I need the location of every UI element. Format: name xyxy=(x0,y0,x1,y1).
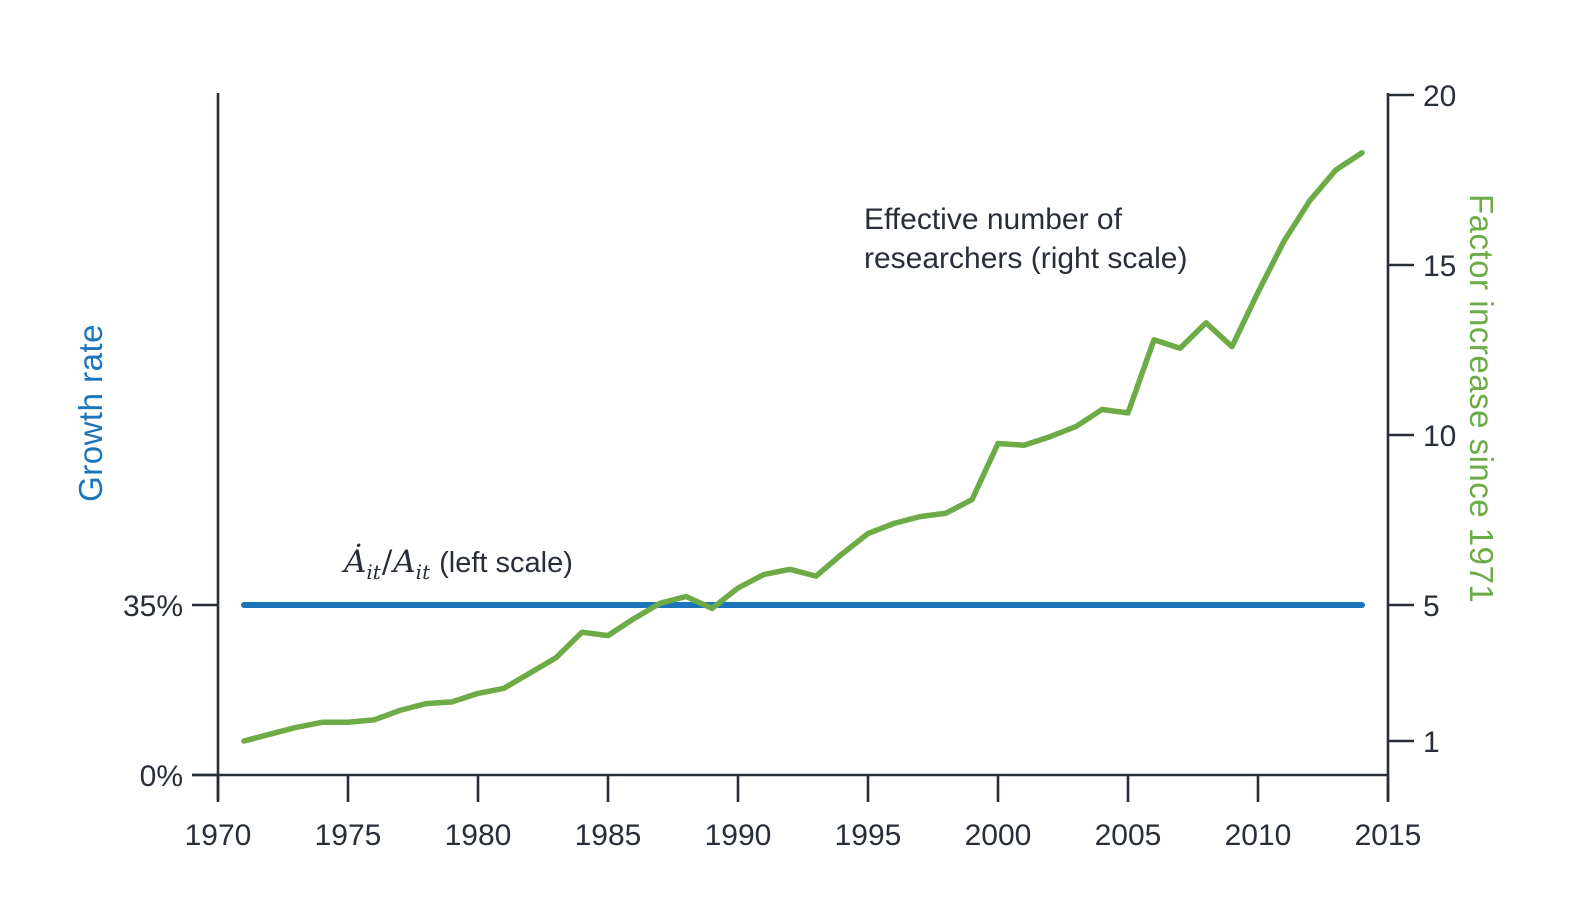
right-tick-label: 15 xyxy=(1423,250,1456,283)
right-tick-label: 5 xyxy=(1423,590,1440,623)
researchers-line xyxy=(241,150,1365,744)
formula-numerator-sub: it xyxy=(366,560,381,585)
x-tick-label: 1980 xyxy=(445,819,512,852)
formula-denominator: A xyxy=(393,544,416,580)
x-tick-label: 1990 xyxy=(705,819,772,852)
formula-slash: / xyxy=(381,544,393,580)
left-tick-label: 35% xyxy=(123,590,183,623)
right-tick-label: 1 xyxy=(1423,726,1440,759)
left-tick-label: 0% xyxy=(140,760,183,793)
x-tick-label: 2015 xyxy=(1355,819,1422,852)
formula-denominator-sub: it xyxy=(415,560,431,585)
x-tick-label: 1975 xyxy=(315,819,382,852)
right-tick-label: 20 xyxy=(1423,80,1456,113)
x-tick-label: 2005 xyxy=(1095,819,1162,852)
x-tick-label: 1985 xyxy=(575,819,642,852)
formula-math: Ȧit/Ait xyxy=(344,544,430,582)
x-tick-label: 2010 xyxy=(1225,819,1292,852)
x-tick-label: 2000 xyxy=(965,819,1032,852)
right-axis-title: Factor increase since 1971 xyxy=(1463,194,1500,604)
researchers-annotation: Effective number of researchers (right s… xyxy=(864,200,1187,278)
researchers-annotation-line2: researchers (right scale) xyxy=(864,242,1188,275)
growth-rate-annotation: Ȧit/Ait (left scale) xyxy=(344,544,573,582)
researchers-annotation-line1: Effective number of xyxy=(864,203,1122,236)
x-tick-label: 1995 xyxy=(835,819,902,852)
formula-suffix: (left scale) xyxy=(439,547,573,579)
left-axis-title: Growth rate xyxy=(72,324,109,502)
formula-numerator: Ȧ xyxy=(344,544,367,580)
right-tick-label: 10 xyxy=(1423,420,1456,453)
x-tick-label: 1970 xyxy=(185,819,252,852)
